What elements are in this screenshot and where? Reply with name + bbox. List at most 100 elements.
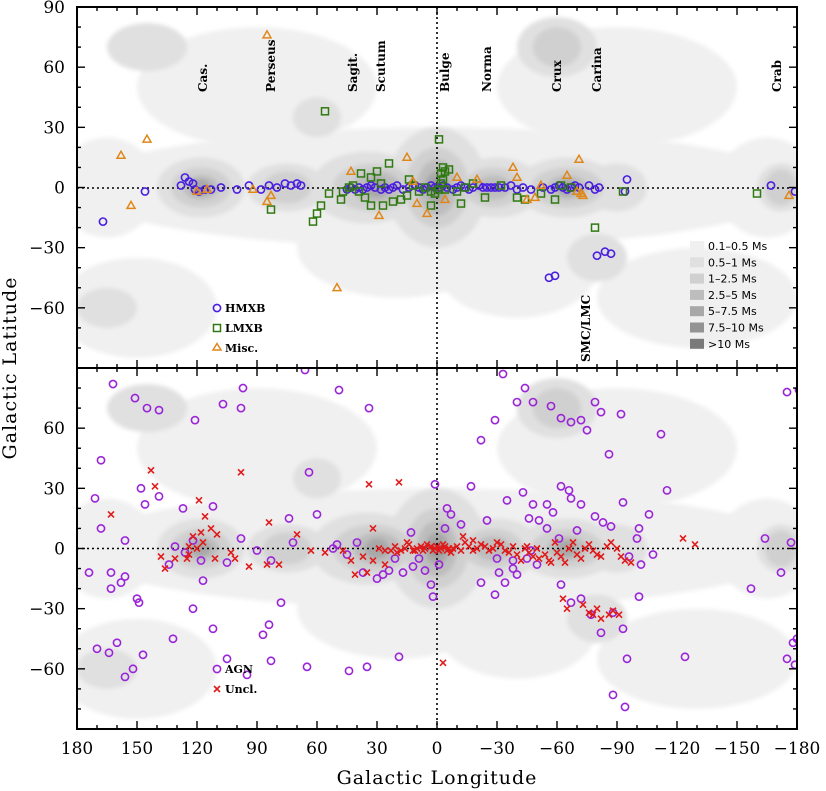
lmxb-point [372,167,382,176]
region-label: Norma [480,46,494,92]
lmxb-point [438,163,448,172]
agn-point [608,690,618,700]
region-label: Sagit. [346,53,360,92]
x-tick-label: −150 [714,739,761,759]
misc-point [411,197,423,208]
hmxb-point [766,181,776,190]
x-axis-title: Galactic Longitude [337,767,538,789]
agn-point [106,568,116,577]
lmxb-point [348,181,358,190]
uncl-point [375,544,383,553]
agn-point [130,393,140,403]
exposure-label: 0.1–0.5 Ms [708,240,767,253]
uncl-point [449,544,457,553]
hmxb-point [140,187,150,196]
exposure-label: >10 Ms [708,338,750,351]
top-legend: HMXB LMXB Misc. [211,302,265,355]
agn-point [420,566,430,575]
uncl-point [457,546,465,555]
uncl-point [597,615,605,623]
misc-point [471,173,483,184]
y-tick-label: −30 [29,600,65,620]
hmxb-point [392,181,402,190]
agn-point [442,503,452,513]
lmxb-point [566,183,576,192]
agn-point [556,481,566,491]
exposure-label: 7.5–10 Ms [708,322,764,335]
agn-point [394,652,404,662]
uncl-point [321,548,329,557]
agn-point [342,550,352,559]
agn-point [606,522,616,531]
uncl-point [609,607,617,615]
agn-point [104,648,114,658]
agn-point [524,514,534,523]
uncl-point [561,558,569,567]
misc-point [261,29,273,39]
lmxb-point [320,107,330,116]
uncl-point [207,524,215,533]
misc-point [511,171,523,182]
hmxb-point [98,217,108,226]
lmxb-point [360,193,370,202]
uncl-point [369,524,377,533]
uncl-point [615,611,623,619]
agn-point [680,652,690,662]
lmxb-point [266,205,276,214]
uncl-point [493,538,501,547]
agn-point [84,568,94,577]
agn-point [786,538,796,547]
exposure-swatch [690,306,704,317]
agn-point [384,566,394,575]
agn-point [534,516,544,525]
lmxb-point [468,179,478,188]
exposure-label: 5–7.5 Ms [708,305,757,318]
agn-point [556,413,566,423]
agn-point [596,628,606,638]
region-label: Carina [590,47,604,92]
agn-point [634,592,644,602]
uncl-point [547,558,555,567]
agn-point [236,403,246,413]
uncl-point [621,556,629,565]
agn-point [500,578,510,587]
uncl-point [231,554,239,563]
agn-point [482,516,492,525]
agn-point [302,662,312,672]
lmxb-point [444,165,454,174]
misc-point [401,151,413,161]
exposure-swatch [690,257,704,268]
uncl-point [293,530,301,539]
uncl-point [469,536,477,545]
lmxb-point [376,179,386,188]
agn-point [128,664,138,674]
uncl-point [497,540,505,549]
hmxb-point [584,181,594,190]
agn-point [564,485,574,495]
agn-point [746,584,756,594]
agn-point [96,455,106,465]
agn-point [622,654,632,664]
uncl-point [183,554,191,563]
uncl-point [391,542,399,551]
region-label: Crab [770,60,784,92]
agn-point [636,560,646,569]
uncl-point [679,534,687,543]
legend-hmxb-marker [212,303,222,313]
agn-point [498,369,508,379]
lmxb-point [752,189,762,198]
uncl-point [613,544,621,553]
agn-point [794,386,797,394]
lmxb-point [460,183,470,192]
agn-point [242,670,252,680]
agn-point [168,634,178,644]
agn-point [120,572,130,581]
uncl-point [579,601,587,609]
agn-point [596,407,606,417]
agn-point [334,385,344,395]
misc-point [535,179,547,190]
exposure-label: 2.5–5 Ms [708,289,757,302]
x-tick-label: 90 [246,739,268,759]
agn-point [656,429,666,439]
uncl-point [437,544,445,553]
